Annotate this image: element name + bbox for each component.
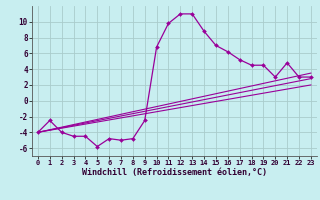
X-axis label: Windchill (Refroidissement éolien,°C): Windchill (Refroidissement éolien,°C) bbox=[82, 168, 267, 177]
